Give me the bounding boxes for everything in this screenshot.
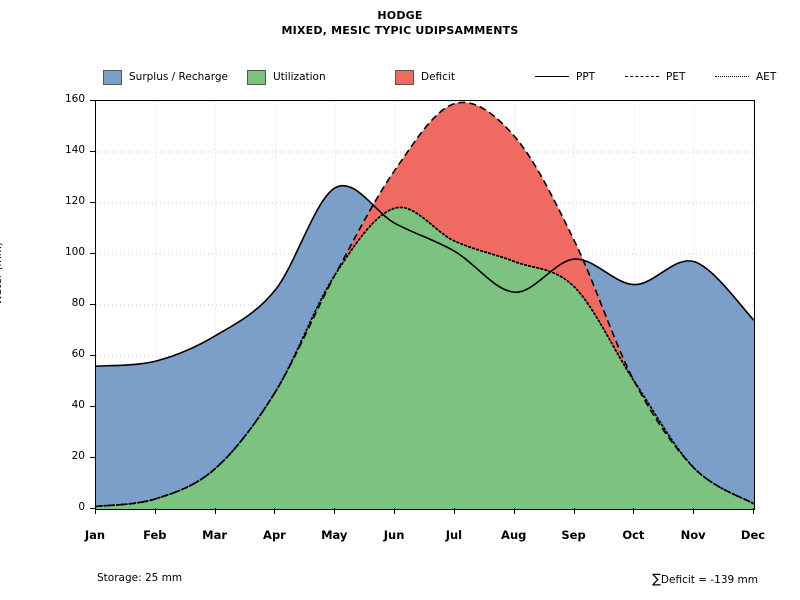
deficit-swatch-icon [395,69,414,85]
y-tick-label: 20 [71,450,85,462]
x-tick-label: Feb [143,528,167,542]
y-tick-mark [90,151,95,152]
y-tick-mark [90,457,95,458]
storage-note: Storage: 25 mm [97,572,183,584]
sigma-icon: ∑ [652,572,661,587]
deficit-note: ∑Deficit = -139 mm [652,572,758,587]
aet-line [96,206,754,508]
legend-item-aet[interactable]: AET [715,68,776,86]
y-tick-label: 100 [64,246,85,258]
y-tick-label: 160 [64,93,85,105]
x-tick-mark [753,508,754,514]
legend-item-deficit[interactable]: Deficit [395,68,455,86]
y-tick-mark [90,100,95,101]
legend-item-surplus[interactable]: Surplus / Recharge [103,68,228,86]
dotted-line-icon [715,71,749,83]
y-tick-mark [90,355,95,356]
x-tick-mark [633,508,635,514]
legend-label-aet: AET [756,71,777,83]
x-tick-mark [513,508,515,514]
y-axis-title: Water (mm) [0,241,4,305]
legend-label-surplus: Surplus / Recharge [129,71,228,83]
title-line-2: MIXED, MESIC TYPIC UDIPSAMMENTS [281,24,519,37]
x-tick-label: Jan [84,528,106,542]
x-tick-label: Dec [740,528,766,542]
x-tick-mark [453,508,455,514]
x-tick-mark [154,508,156,514]
x-tick-label: May [321,528,348,542]
y-tick-mark [90,304,95,305]
dashed-line-icon [625,71,659,83]
deficit-text: Deficit = -139 mm [660,574,758,586]
x-tick-mark [573,508,575,514]
legend-item-pet[interactable]: PET [625,68,685,86]
y-tick-label: 120 [64,195,85,207]
y-tick-mark [90,253,95,254]
utilization-swatch-icon [247,69,266,85]
y-tick-label: 40 [71,399,85,411]
x-tick-label: Mar [202,528,228,542]
legend-item-utilization[interactable]: Utilization [247,68,326,86]
page-title: HODGE MIXED, MESIC TYPIC UDIPSAMMENTS [0,8,800,38]
plot-area [95,100,755,510]
y-tick-mark [90,508,95,509]
y-tick-label: 0 [78,501,85,513]
legend-label-utilization: Utilization [273,71,326,83]
deficit-area [337,102,632,378]
x-tick-label: Apr [263,528,286,542]
x-tick-label: Oct [622,528,645,542]
x-tick-label: Aug [501,528,527,542]
x-tick-label: Nov [680,528,706,542]
chart-legend: Surplus / Recharge Utilization Deficit P… [95,68,776,88]
x-tick-mark [394,508,396,514]
x-tick-label: Jul [445,528,463,542]
solid-line-icon [535,71,569,83]
legend-label-ppt: PPT [576,71,596,83]
x-tick-mark [214,508,216,514]
x-tick-mark [334,508,336,514]
legend-item-ppt[interactable]: PPT [535,68,595,86]
x-tick-mark [274,508,276,514]
surplus-area [96,185,373,507]
title-line-1: HODGE [377,9,423,22]
surplus-swatch-icon [103,69,122,85]
x-tick-label: Sep [561,528,586,542]
y-tick-label: 140 [64,144,85,156]
x-tick-mark [693,508,695,514]
x-tick-label: Jun [383,528,405,542]
ppt-line [96,184,754,367]
legend-label-deficit: Deficit [421,71,455,83]
surplus-area [584,260,754,504]
y-tick-mark [90,406,95,407]
utilization-area [96,207,754,509]
y-tick-label: 80 [71,297,85,309]
chart-canvas [96,101,754,509]
y-tick-label: 60 [71,348,85,360]
x-tick-mark [95,508,96,514]
y-tick-mark [90,202,95,203]
legend-label-pet: PET [666,71,686,83]
